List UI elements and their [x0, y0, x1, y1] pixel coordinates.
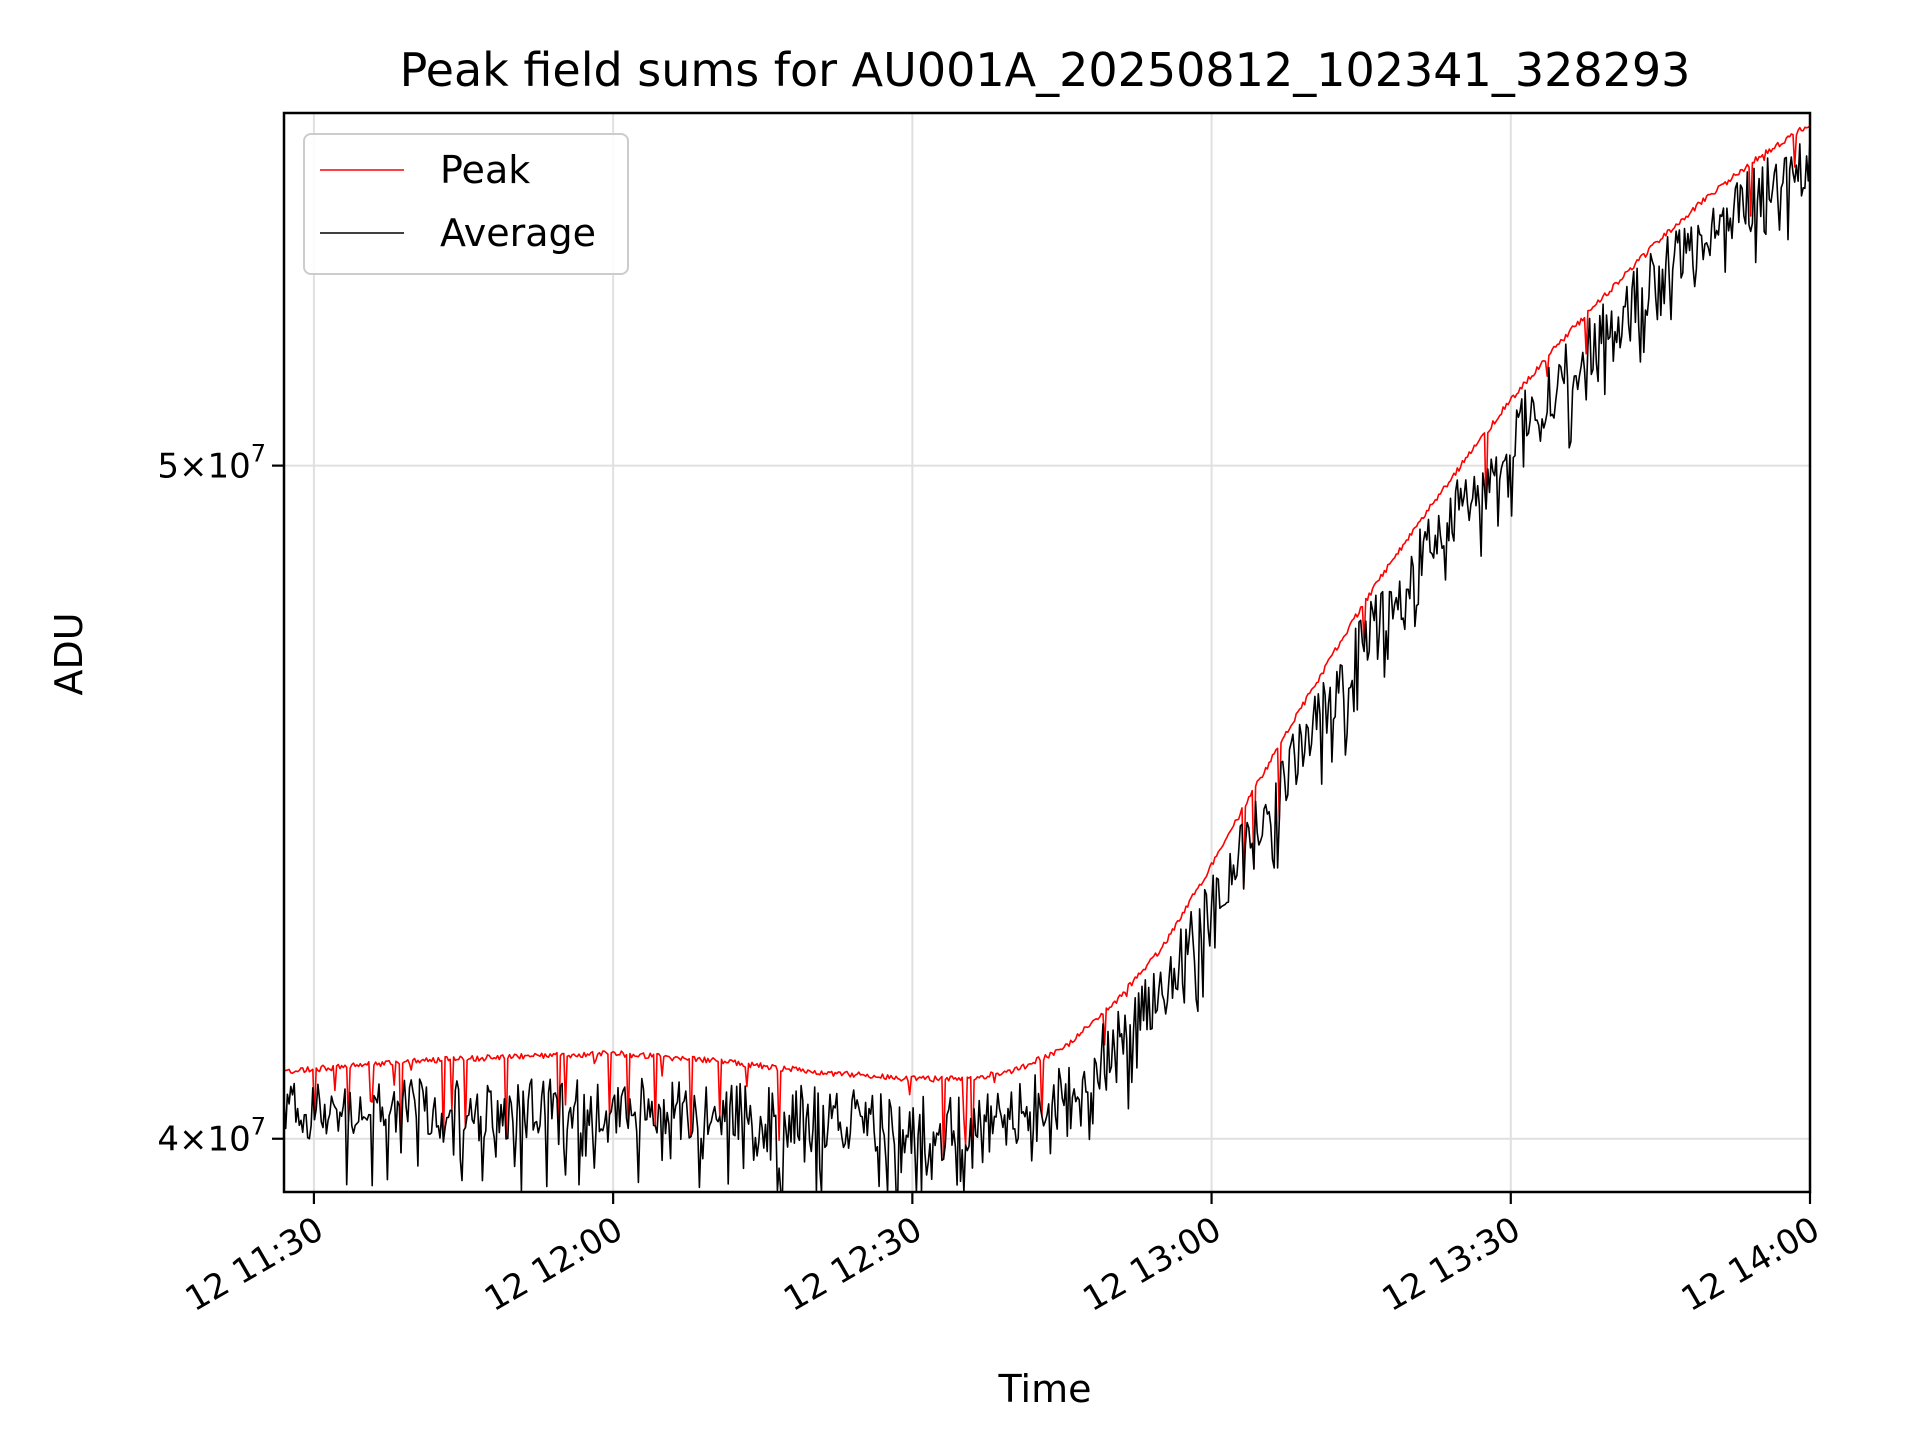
series-layer — [283, 125, 1811, 1193]
series-line-peak — [283, 125, 1811, 1169]
plot-frame — [282, 111, 1812, 1194]
chart-title: Peak field sums for AU001A_20250812_1023… — [400, 43, 1691, 97]
legend-box — [303, 133, 629, 275]
series-line-average — [283, 138, 1811, 1193]
y-tick-label: 4×107 — [157, 1113, 266, 1160]
y-axis: 4×107 5×107 — [157, 440, 284, 1160]
x-axis-title: Time — [998, 1367, 1092, 1411]
y-tick-label: 5×107 — [157, 440, 266, 487]
legend-label-peak: Peak — [440, 148, 530, 192]
y-axis-title: ADU — [47, 612, 91, 695]
legend-label-average: Average — [440, 211, 596, 255]
legend: Peak Average — [303, 133, 629, 275]
